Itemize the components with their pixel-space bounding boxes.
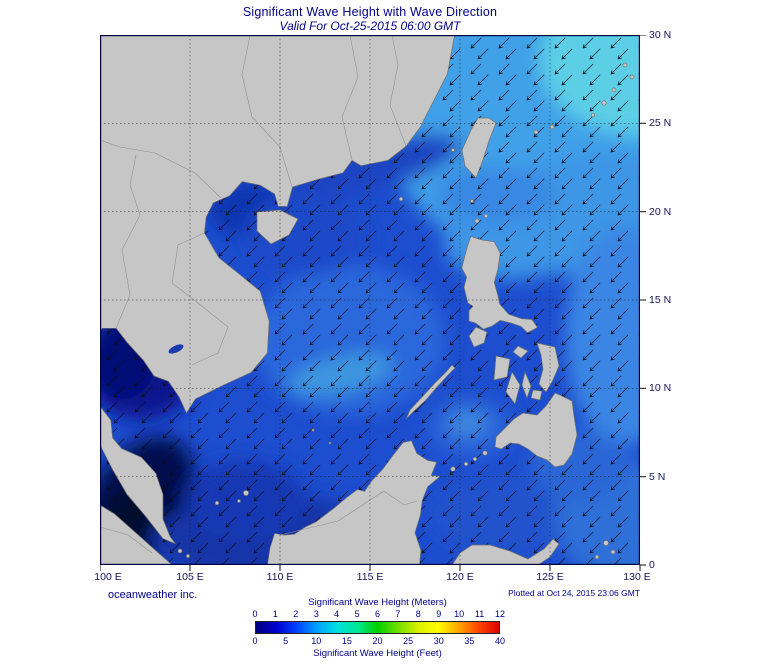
land-palawan — [405, 364, 456, 420]
lat-label: 15 N — [649, 294, 672, 306]
lon-label: 115 E — [356, 571, 384, 583]
meters-tick: 7 — [395, 609, 401, 619]
feet-tick: 35 — [464, 636, 475, 646]
meters-tick: 2 — [293, 609, 299, 619]
lat-label: 10 N — [649, 382, 672, 394]
meters-tick: 4 — [334, 609, 340, 619]
land-masbate — [512, 345, 529, 359]
feet-tick: 20 — [372, 636, 383, 646]
lon-label: 130 E — [623, 571, 651, 583]
credit-text: oceanweather inc. — [108, 589, 198, 601]
lon-label: 120 E — [446, 571, 474, 583]
lake-tonle-sap — [168, 344, 184, 354]
land-hainan — [256, 209, 299, 245]
meters-tick: 12 — [494, 609, 506, 619]
meters-tick: 0 — [252, 609, 258, 619]
plotted-timestamp: Plotted at Oct 24, 2015 23:06 GMT — [508, 588, 640, 598]
meters-tick: 11 — [474, 609, 485, 619]
feet-tick: 0 — [252, 636, 258, 646]
feet-tick: 25 — [403, 636, 414, 646]
small-islands — [177, 62, 635, 560]
land-layer — [100, 35, 635, 565]
meters-tick: 5 — [354, 609, 360, 619]
meters-tick: 1 — [272, 609, 278, 619]
map-container — [99, 34, 660, 580]
lon-label: 100 E — [94, 571, 122, 583]
axis-ticks — [99, 34, 646, 571]
land-china-indochina — [100, 35, 455, 414]
colorbar-gradient — [255, 621, 500, 634]
colorbar-meters-title: Significant Wave Height (Meters) — [308, 597, 447, 608]
land-taiwan — [461, 117, 497, 179]
lat-label: 20 N — [649, 206, 672, 218]
land-samar-leyte — [536, 342, 560, 393]
lat-label: 0 — [649, 559, 655, 571]
page-title: Significant Wave Height with Wave Direct… — [242, 5, 498, 19]
land-negros — [505, 371, 521, 405]
feet-tick: 15 — [341, 636, 352, 646]
land-sumatra — [100, 504, 173, 565]
land-cebu — [521, 371, 532, 399]
wave-height-map — [99, 34, 646, 571]
lon-label: 105 E — [176, 571, 204, 583]
meters-tick: 6 — [374, 609, 381, 619]
lon-label: 125 E — [536, 571, 564, 583]
meters-tick: 3 — [313, 609, 319, 619]
feet-tick: 40 — [494, 636, 506, 646]
feet-tick: 5 — [283, 636, 289, 646]
land-sulawesi — [451, 538, 560, 565]
valid-time-subtitle: Valid For Oct-25-2015 06:00 GMT — [279, 19, 461, 33]
feet-tick: 30 — [433, 636, 444, 646]
meters-tick: 9 — [436, 609, 442, 619]
land-panay — [493, 355, 511, 381]
feet-tick: 10 — [311, 636, 322, 646]
land-borneo — [267, 440, 441, 565]
colorbar-feet-ticks: 0 5 10 15 20 25 30 35 40 — [252, 636, 505, 647]
land-bohol — [530, 389, 543, 401]
meters-tick: 10 — [454, 609, 465, 619]
land-mindanao — [494, 392, 578, 468]
lat-label: 5 N — [649, 471, 666, 483]
colorbar-meters-ticks: 0 1 2 3 4 5 6 7 8 9 10 11 12 — [252, 609, 505, 620]
lon-label: 110 E — [266, 571, 294, 583]
meters-tick: 8 — [415, 609, 421, 619]
land-malay-peninsula — [100, 405, 176, 545]
colorbar-feet-title: Significant Wave Height (Feet) — [313, 648, 442, 659]
map-frame — [100, 35, 640, 565]
lat-label: 25 N — [649, 117, 672, 129]
grid-layer — [100, 35, 640, 565]
land-mindoro — [468, 326, 488, 348]
lat-label: 30 N — [649, 29, 672, 41]
country-borders — [100, 35, 418, 554]
land-luzon — [461, 236, 538, 334]
